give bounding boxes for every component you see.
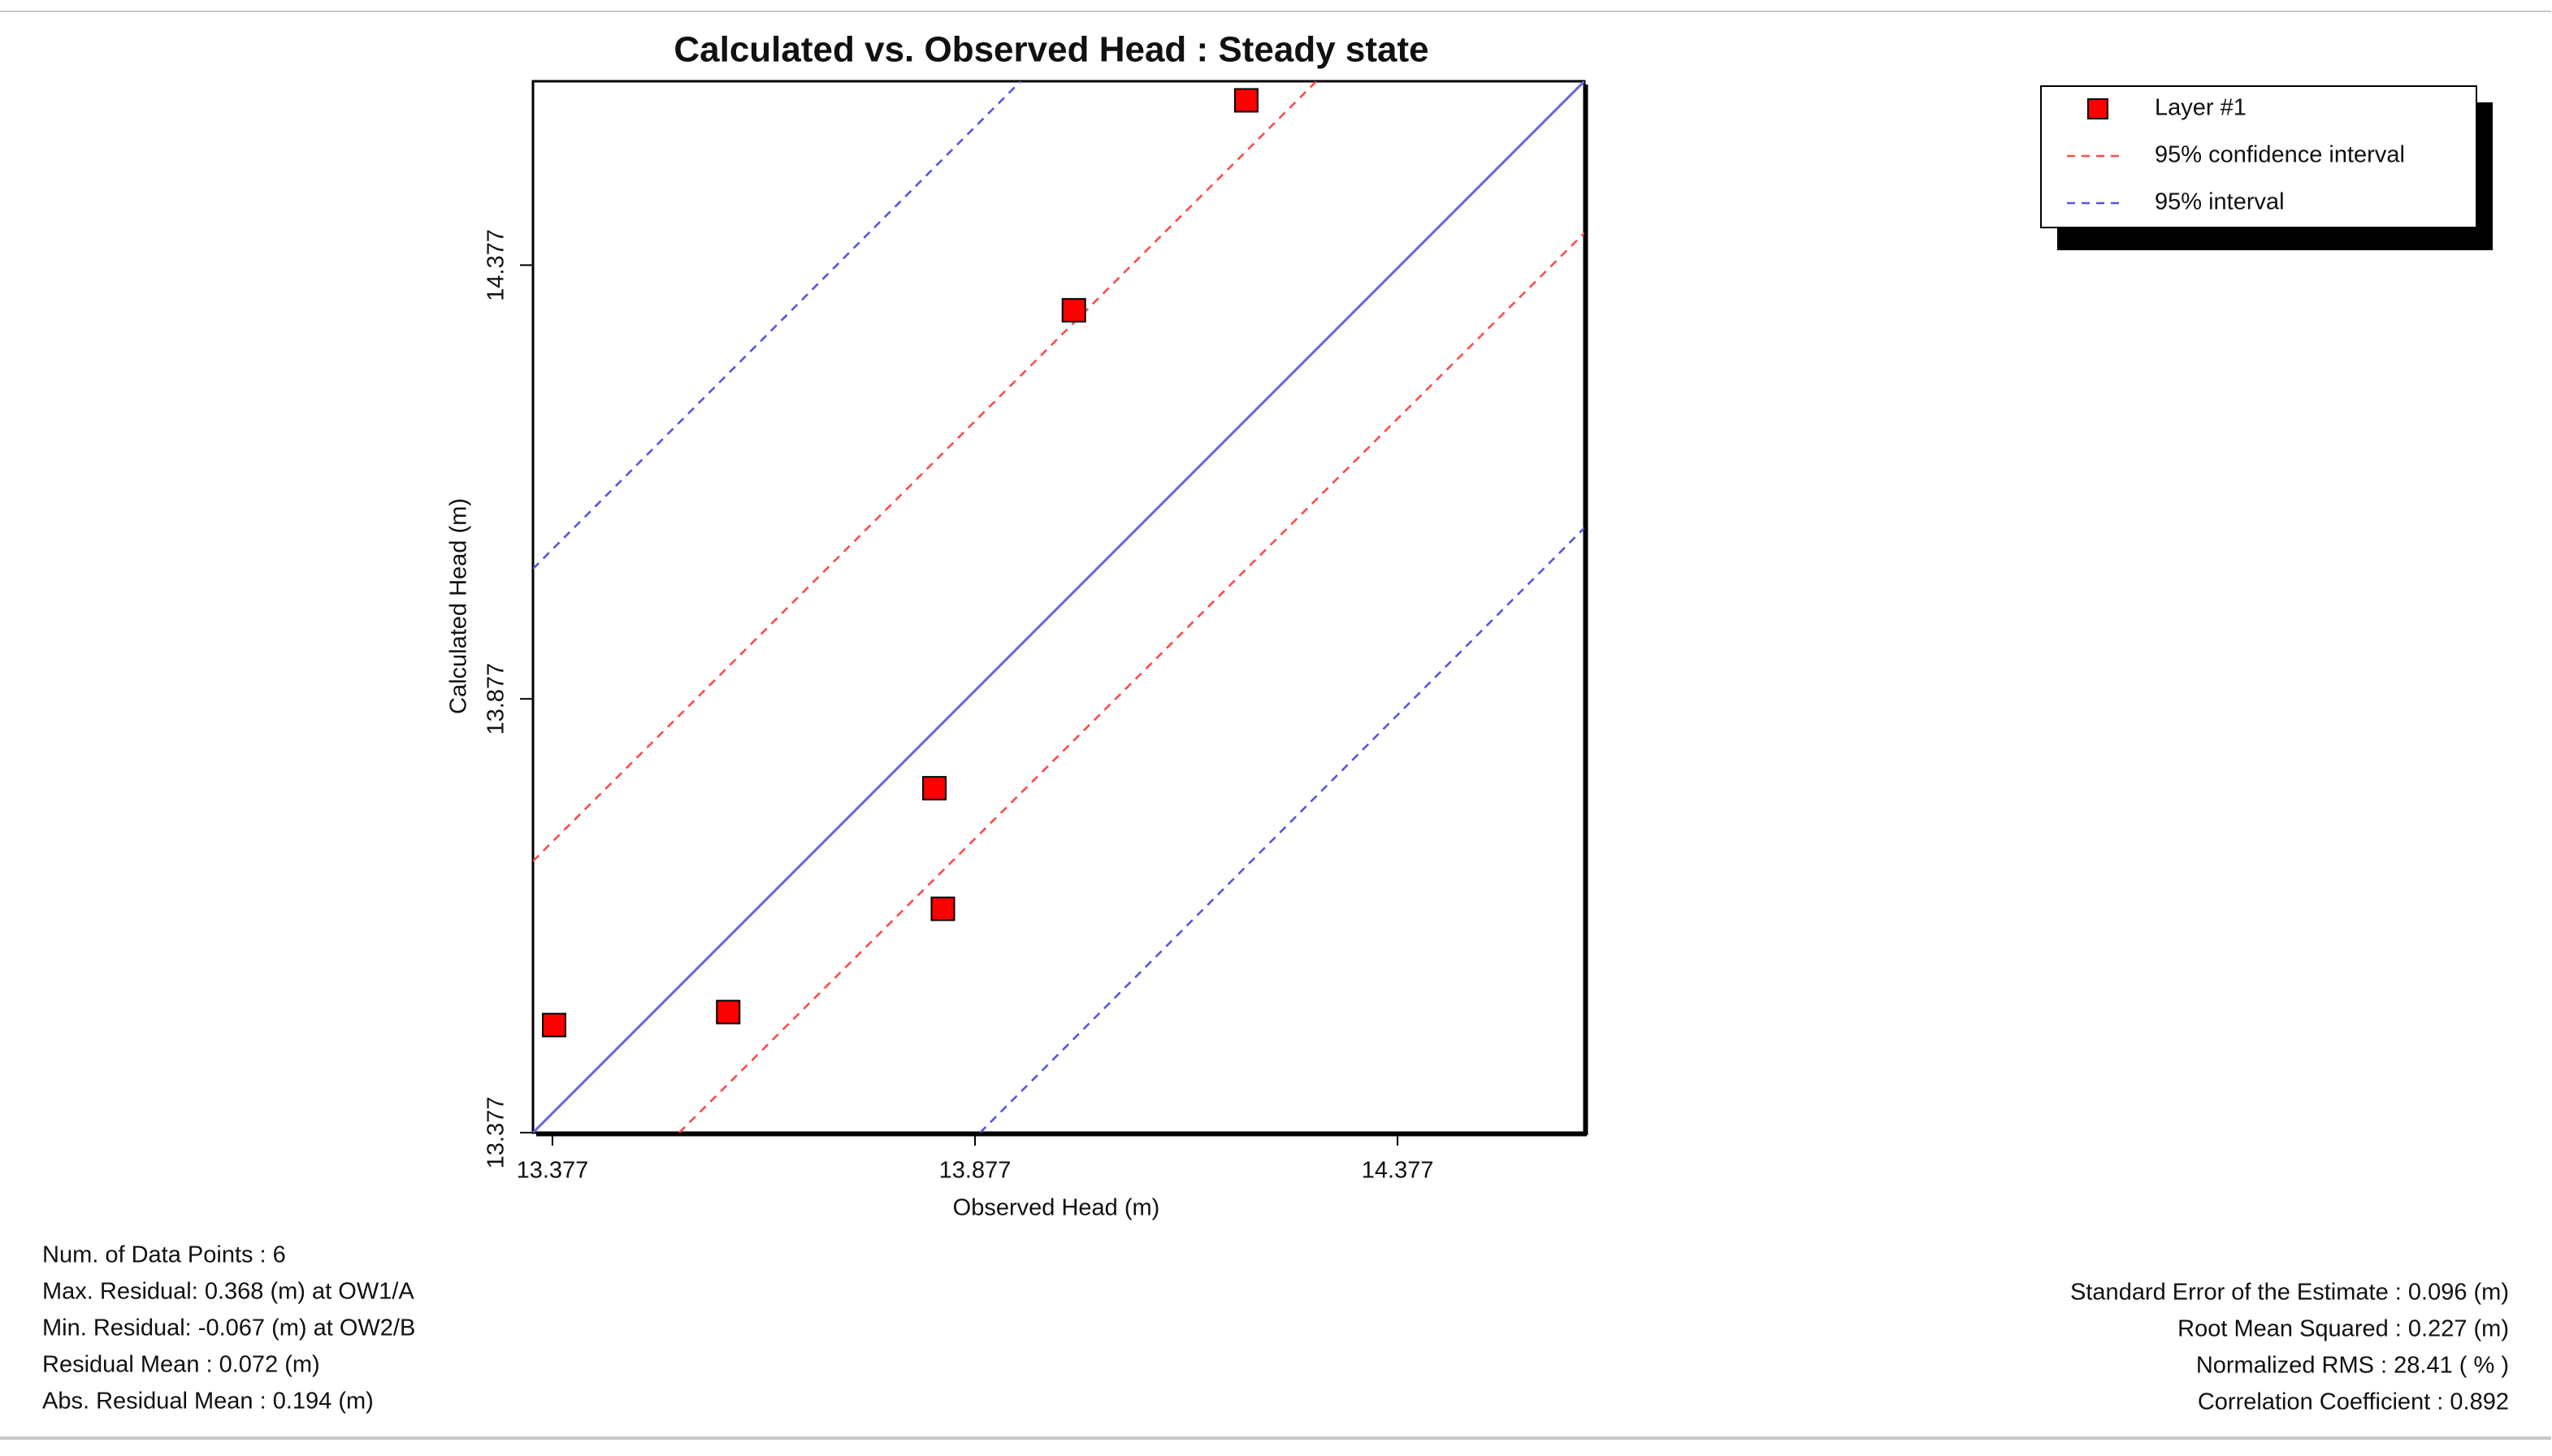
x-tick-label: 14.377	[1362, 1158, 1434, 1184]
data-point	[922, 776, 947, 801]
x-tick-label: 13.377	[517, 1158, 589, 1184]
stat-right: Root Mean Squared : 0.227 (m)	[2177, 1316, 2509, 1342]
stat-left: Abs. Residual Mean : 0.194 (m)	[42, 1389, 374, 1415]
x-tick-label: 13.877	[939, 1158, 1012, 1184]
plot-frame	[531, 80, 1586, 1134]
x-axis-label: Observed Head (m)	[953, 1195, 1160, 1221]
data-point	[716, 999, 741, 1025]
legend-label: Layer #1	[2155, 95, 2247, 121]
legend-label: 95% interval	[2155, 189, 2285, 215]
stat-left: Min. Residual: -0.067 (m) at OW2/B	[42, 1315, 415, 1341]
data-point	[1061, 297, 1086, 323]
stat-right: Correlation Coefficient : 0.892	[2198, 1389, 2509, 1415]
chart-title: Calculated vs. Observed Head : Steady st…	[674, 30, 1428, 70]
y-tick-label: 13.377	[483, 1097, 509, 1169]
one-to-one-line	[533, 81, 1584, 1133]
data-point	[930, 896, 955, 921]
data-point	[1233, 88, 1259, 113]
data-point	[542, 1012, 567, 1038]
legend-marker	[2087, 98, 2108, 119]
stat-left: Num. of Data Points : 6	[42, 1242, 286, 1268]
y-axis-label: Calculated Head (m)	[446, 498, 472, 714]
interval-line	[533, 81, 1584, 1133]
interval-line	[533, 81, 1584, 1133]
stat-right: Standard Error of the Estimate : 0.096 (…	[2070, 1280, 2509, 1306]
stat-left: Residual Mean : 0.072 (m)	[42, 1352, 320, 1378]
y-tick-label: 14.377	[483, 229, 509, 301]
plot-area	[533, 81, 1584, 1133]
stat-left: Max. Residual: 0.368 (m) at OW1/A	[42, 1279, 414, 1305]
stat-right: Normalized RMS : 28.41 ( % )	[2196, 1353, 2509, 1379]
y-tick-label: 13.877	[483, 663, 509, 735]
legend-label: 95% confidence interval	[2155, 142, 2405, 168]
